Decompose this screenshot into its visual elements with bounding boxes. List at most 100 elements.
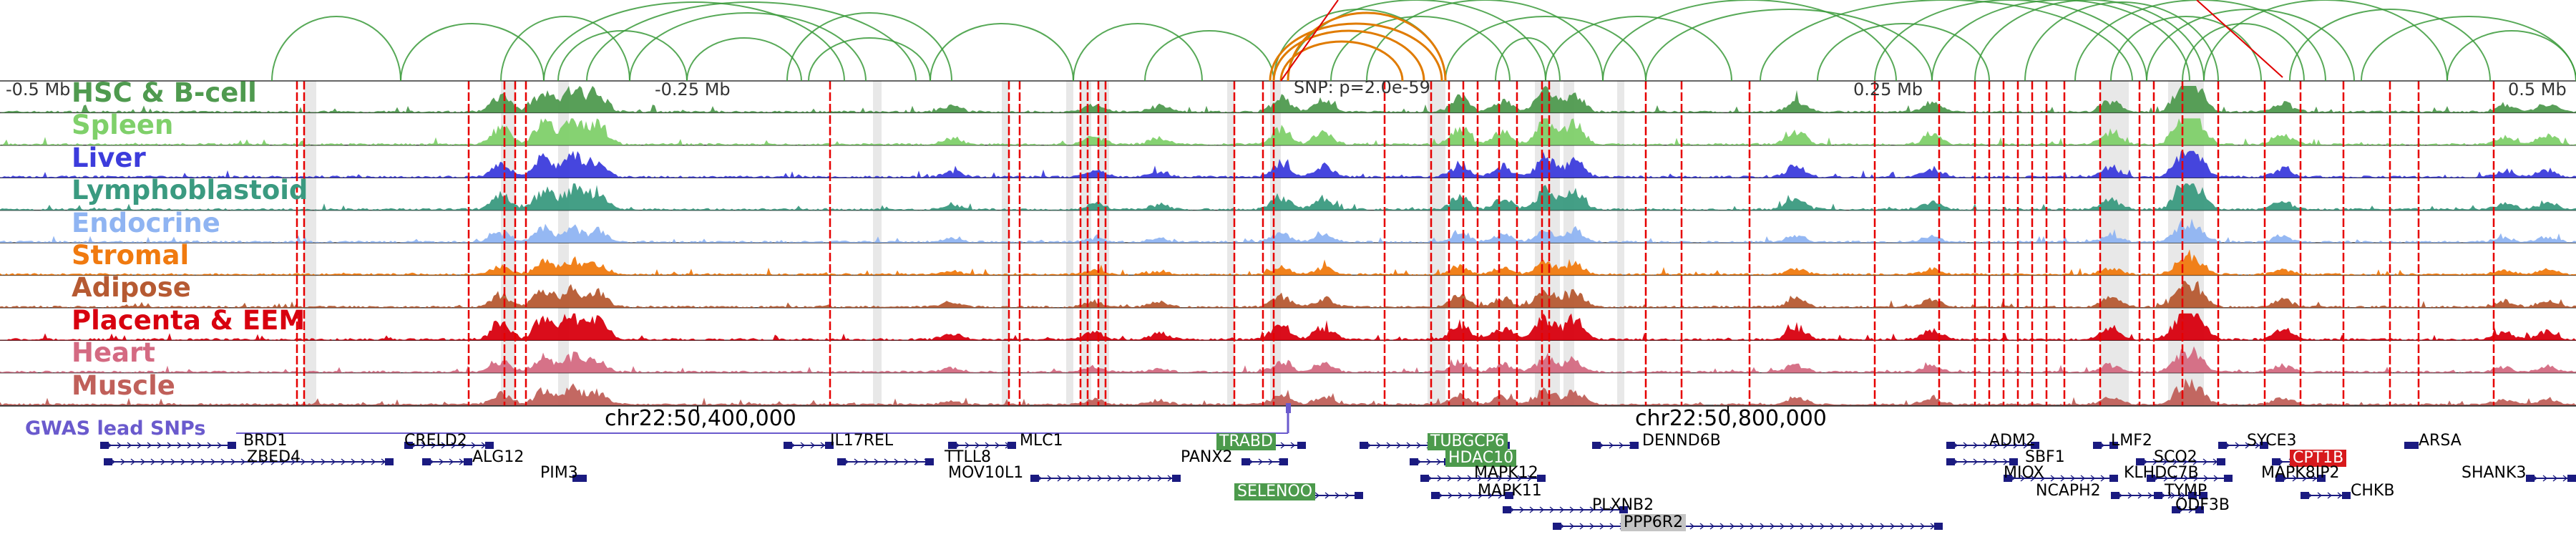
loop-arc	[930, 23, 1074, 82]
gene-strand-arrow	[217, 442, 223, 449]
loop-arc	[500, 16, 630, 82]
gene-strand-arrow	[1396, 442, 1402, 449]
shaded-region	[1617, 81, 1624, 406]
gene-strand-arrow	[874, 458, 879, 465]
gene-exon	[837, 458, 846, 465]
loop-arc	[786, 12, 952, 82]
gene-strand-arrow	[1477, 475, 1483, 482]
gene-strand-arrow	[1963, 442, 1968, 449]
gene-strand-arrow	[1539, 506, 1545, 513]
gene-strand-arrow	[1290, 442, 1296, 449]
gene-exon	[228, 442, 236, 449]
gene-strand-arrow	[1609, 506, 1615, 513]
gene-strand-arrow	[2003, 442, 2009, 449]
gene-strand-arrow	[1810, 523, 1815, 530]
gene-strand-arrow	[1077, 475, 1083, 482]
gene-strand-arrow	[1117, 475, 1123, 482]
gene-strand-arrow	[1599, 523, 1605, 530]
gene-strand-arrow	[137, 442, 142, 449]
red-loop-line	[2196, 0, 2283, 78]
gene-strand-arrow	[311, 458, 316, 465]
gene-strand-arrow	[2040, 475, 2046, 482]
gene-strand-arrow	[291, 458, 296, 465]
gene-exon	[2410, 442, 2419, 449]
gene-exon	[1934, 523, 1943, 530]
gene-strand-arrow	[461, 442, 467, 449]
gene-strand-arrow	[1569, 523, 1575, 530]
gene-label-shank3: SHANK3	[2462, 464, 2527, 482]
gene-exon	[1297, 442, 1306, 449]
gene-label-tubgcp6: TUBGCP6	[1428, 433, 1508, 450]
gene-strand-arrow	[170, 458, 176, 465]
gene-strand-arrow	[210, 458, 216, 465]
gene-strand-arrow	[1589, 523, 1595, 530]
signal-track-7	[0, 313, 2576, 341]
shaded-region	[1066, 81, 1073, 406]
gene-strand-arrow	[1107, 475, 1113, 482]
gene-strand-arrow	[1910, 523, 1916, 530]
gene-strand-arrow	[331, 458, 336, 465]
loop-arc	[1330, 16, 1511, 82]
gene-strand-arrow	[197, 442, 203, 449]
gene-strand-arrow	[1579, 523, 1585, 530]
gene-strand-arrow	[2312, 475, 2318, 482]
gene-exon	[485, 442, 494, 449]
gene-exon	[1619, 506, 1628, 513]
gene-label-pim3: PIM3	[540, 464, 578, 482]
loop-arc	[2289, 9, 2491, 82]
shaded-region	[1080, 81, 1091, 406]
gene-label-tymp: TYMP	[2165, 482, 2207, 500]
gene-exon	[572, 475, 581, 482]
gene-strand-arrow	[1457, 475, 1463, 482]
gene-strand-arrow	[240, 458, 246, 465]
gene-exon	[2275, 475, 2284, 482]
gene-strand-arrow	[471, 442, 477, 449]
signal-track-3	[0, 183, 2576, 211]
gene-exon	[2154, 492, 2162, 499]
track-label-4: Endocrine	[72, 207, 220, 238]
gene-strand-arrow	[2302, 475, 2308, 482]
loop-arc	[543, 1, 845, 82]
gene-strand-arrow	[1447, 475, 1453, 482]
gene-exon	[1630, 442, 1639, 449]
gene-label-syce3: SYCE3	[2247, 432, 2297, 450]
gene-strand-arrow	[1750, 523, 1755, 530]
gene-strand-arrow	[1527, 475, 1533, 482]
coord-label-right: chr22:50,800,000	[1635, 406, 1827, 431]
gene-exon	[2218, 442, 2227, 449]
gene-strand-arrow	[1488, 492, 1493, 499]
gene-strand-arrow	[2020, 475, 2026, 482]
gene-strand-arrow	[157, 442, 162, 449]
gene-label-klhdc7b: KLHDC7B	[2124, 464, 2199, 482]
gene-strand-arrow	[1719, 523, 1725, 530]
gene-strand-arrow	[2552, 475, 2558, 482]
gene-strand-arrow	[2213, 475, 2219, 482]
position-label-mid-left: -0.25 Mb	[655, 79, 731, 100]
gene-strand-arrow	[140, 458, 146, 465]
loop-arc	[1874, 0, 2147, 82]
gene-label-dennd6b: DENND6B	[1642, 432, 1721, 450]
gene-strand-arrow	[220, 458, 226, 465]
gene-strand-arrow	[1436, 458, 1442, 465]
gene-strand-arrow	[1709, 523, 1715, 530]
gene-strand-arrow	[1087, 475, 1093, 482]
gene-strand-arrow	[451, 442, 457, 449]
gene-strand-arrow	[431, 442, 436, 449]
loop-arc	[2361, 16, 2576, 82]
shaded-region	[304, 81, 316, 406]
gene-strand-arrow	[200, 458, 206, 465]
gene-strand-arrow	[1458, 492, 1463, 499]
gene-strand-arrow	[280, 458, 286, 465]
gwas-snp-tick	[1286, 403, 1291, 413]
gene-strand-arrow	[1280, 442, 1286, 449]
gene-label-mapk8ip2: MAPK8IP2	[2261, 464, 2340, 482]
gene-strand-arrow	[1870, 523, 1875, 530]
gene-label-plxnb2: PLXNB2	[1592, 496, 1654, 514]
gene-strand-arrow	[1790, 523, 1795, 530]
gene-strand-arrow	[449, 458, 454, 465]
gene-strand-arrow	[1157, 475, 1163, 482]
gene-exon	[2526, 475, 2534, 482]
gene-strand-arrow	[2090, 475, 2096, 482]
gene-strand-arrow	[1498, 492, 1503, 499]
